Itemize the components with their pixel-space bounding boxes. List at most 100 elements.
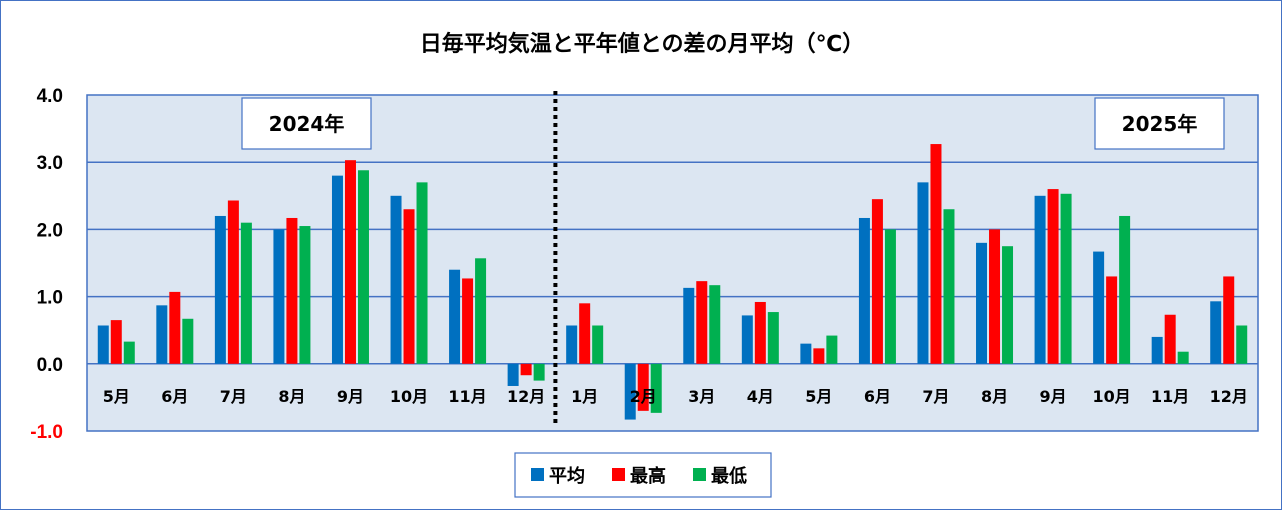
x-tick-label: 4月 — [747, 387, 774, 406]
chart-title: 日毎平均気温と平年値との差の月平均（℃） — [420, 31, 864, 57]
bar-heikin — [1151, 336, 1163, 364]
x-tick-label: 10月 — [390, 387, 428, 406]
bar-heikin — [624, 363, 636, 420]
bar-saitei — [767, 312, 779, 364]
bar-saikou — [520, 363, 532, 376]
bar-saitei — [592, 325, 604, 364]
legend-label-saikou: 最高 — [630, 465, 666, 487]
bar-saikou — [871, 199, 883, 364]
bar-heikin — [858, 217, 870, 364]
legend: 平均 最高 最低 — [514, 452, 772, 498]
bar-saikou — [169, 291, 181, 364]
bar-heikin — [273, 229, 285, 364]
y-tick-label: 2.0 — [37, 220, 63, 241]
y-tick-label: 4.0 — [37, 86, 63, 107]
bar-saikou — [813, 348, 825, 364]
year-label-2025: 2025年 — [1094, 97, 1225, 150]
bar-heikin — [97, 325, 109, 364]
bar-saikou — [1047, 189, 1059, 364]
bar-saitei — [650, 363, 662, 413]
bar-saitei — [884, 229, 896, 364]
year-label-2024-text: 2024年 — [269, 112, 345, 136]
x-tick-label: 9月 — [337, 387, 364, 406]
y-axis-ticks: 4.0 3.0 2.0 1.0 0.0 -1.0 — [30, 86, 63, 443]
bars — [97, 144, 1248, 420]
bar-saikou — [110, 320, 122, 364]
x-tick-label: 2月 — [630, 387, 657, 406]
bar-saikou — [754, 301, 766, 364]
bar-heikin — [331, 175, 343, 364]
bar-saitei — [182, 318, 194, 364]
bar-saikou — [462, 278, 474, 364]
bar-heikin — [566, 325, 578, 364]
bar-heikin — [917, 182, 929, 364]
year-label-2024: 2024年 — [241, 97, 372, 150]
bar-saitei — [1060, 193, 1072, 364]
bar-saitei — [943, 209, 955, 364]
y-tick-label: 0.0 — [37, 355, 63, 376]
bar-heikin — [449, 269, 461, 364]
x-tick-label: 12月 — [507, 387, 545, 406]
bar-saitei — [1236, 325, 1248, 364]
legend-swatch-saikou — [612, 468, 625, 481]
bar-saitei — [416, 182, 428, 364]
x-tick-label: 11月 — [448, 387, 486, 406]
x-tick-label: 7月 — [220, 387, 247, 406]
bar-saitei — [123, 341, 135, 364]
x-tick-label: 5月 — [103, 387, 130, 406]
x-tick-label: 1月 — [571, 387, 598, 406]
bar-saikou — [989, 229, 1001, 364]
x-tick-label: 8月 — [278, 387, 305, 406]
x-tick-label: 12月 — [1210, 387, 1248, 406]
bar-saikou — [696, 281, 708, 364]
bar-saitei — [357, 170, 369, 364]
bar-saikou — [1164, 314, 1176, 364]
bar-saitei — [240, 222, 252, 364]
bar-saikou — [1223, 276, 1235, 364]
bar-saitei — [1119, 215, 1131, 364]
bar-saitei — [533, 363, 545, 381]
y-tick-label: 1.0 — [37, 288, 63, 309]
year-label-2025-text: 2025年 — [1122, 112, 1198, 136]
legend-swatch-heikin — [531, 468, 544, 481]
bar-saitei — [475, 258, 487, 364]
bar-saitei — [826, 335, 838, 364]
bar-heikin — [1093, 251, 1105, 364]
bar-heikin — [1034, 195, 1046, 364]
bar-saikou — [1106, 276, 1118, 364]
bar-saikou — [403, 209, 415, 364]
bar-heikin — [156, 305, 168, 364]
x-tick-label: 6月 — [161, 387, 188, 406]
x-tick-label: 11月 — [1151, 387, 1189, 406]
bar-saikou — [286, 217, 298, 364]
bar-saikou — [637, 363, 649, 411]
bar-heikin — [800, 343, 812, 364]
bar-heikin — [741, 315, 753, 364]
x-tick-label: 9月 — [1040, 387, 1067, 406]
bar-heikin — [1210, 301, 1222, 364]
bar-heikin — [976, 242, 988, 364]
bar-heikin — [683, 287, 695, 364]
bar-saikou — [344, 160, 356, 364]
legend-swatch-saitei — [693, 468, 706, 481]
x-tick-label: 8月 — [981, 387, 1008, 406]
x-tick-label: 3月 — [688, 387, 715, 406]
bar-saikou — [579, 303, 591, 364]
legend-label-heikin: 平均 — [549, 465, 585, 487]
bar-saitei — [1177, 351, 1189, 364]
x-tick-label: 6月 — [864, 387, 891, 406]
bar-saikou — [227, 200, 239, 364]
x-tick-label: 10月 — [1092, 387, 1130, 406]
bar-saikou — [930, 144, 942, 364]
bar-saitei — [1002, 246, 1014, 364]
y-tick-label: 3.0 — [37, 153, 63, 174]
x-tick-label: 5月 — [805, 387, 832, 406]
y-tick-label: -1.0 — [30, 422, 63, 443]
legend-label-saitei: 最低 — [711, 465, 747, 487]
x-axis-ticks: 5月 6月 7月 8月 9月 10月 11月 12月 1月 2月 3月 4月 5月 6月 7月 8月 9月 10月… — [103, 387, 1248, 406]
bar-heikin — [390, 195, 402, 364]
bar-heikin — [214, 215, 226, 364]
bar-saitei — [709, 285, 721, 364]
